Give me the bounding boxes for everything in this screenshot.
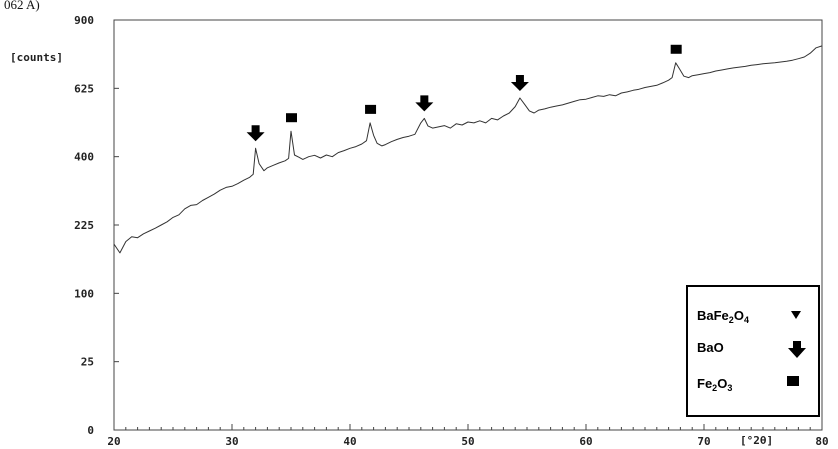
x-tick-label: 80 bbox=[815, 435, 828, 448]
legend-square-icon bbox=[787, 376, 799, 386]
xrd-pattern-line bbox=[113, 45, 823, 254]
bao-arrow-marker bbox=[510, 75, 529, 92]
legend-triangle-icon bbox=[791, 311, 801, 319]
fe2o3-square-marker bbox=[365, 104, 377, 114]
x-ticks: 20 30 40 50 60 70 80 bbox=[107, 424, 829, 448]
y-tick-label: 25 bbox=[81, 356, 94, 369]
x-tick-label: 30 bbox=[225, 435, 238, 448]
y-tick-label: 0 bbox=[87, 424, 94, 437]
x-tick-label: 50 bbox=[461, 435, 474, 448]
header-fragment: 062 A) bbox=[4, 0, 40, 12]
y-tick-label: 100 bbox=[74, 287, 94, 300]
marker-layer bbox=[246, 44, 682, 142]
y-tick-label: 400 bbox=[74, 151, 94, 164]
y-tick-label: 625 bbox=[74, 82, 94, 95]
bao-arrow-marker bbox=[415, 95, 434, 112]
fe2o3-square-marker bbox=[286, 113, 297, 123]
series-layer bbox=[113, 45, 823, 254]
y-axis-label: [counts] bbox=[10, 51, 63, 64]
x-axis-label: [°2θ] bbox=[740, 434, 773, 447]
fe2o3-square-marker bbox=[670, 44, 682, 54]
legend: BaFe2O4 BaO Fe2O3 bbox=[686, 285, 820, 417]
y-tick-label: 900 bbox=[74, 14, 94, 27]
x-tick-label: 20 bbox=[107, 435, 120, 448]
legend-label-fe2o3: Fe2O3 bbox=[697, 376, 732, 393]
y-tick-label: 225 bbox=[74, 219, 94, 232]
x-tick-label: 40 bbox=[343, 435, 356, 448]
y-ticks: 0 25 100 225 400 625 900 bbox=[74, 14, 119, 437]
legend-arrow-icon bbox=[788, 341, 806, 358]
x-tick-label: 70 bbox=[697, 435, 710, 448]
legend-label-bafe2o4: BaFe2O4 bbox=[697, 308, 749, 325]
bao-arrow-marker bbox=[246, 125, 265, 142]
x-tick-label: 60 bbox=[579, 435, 592, 448]
legend-label-bao: BaO bbox=[697, 340, 724, 355]
